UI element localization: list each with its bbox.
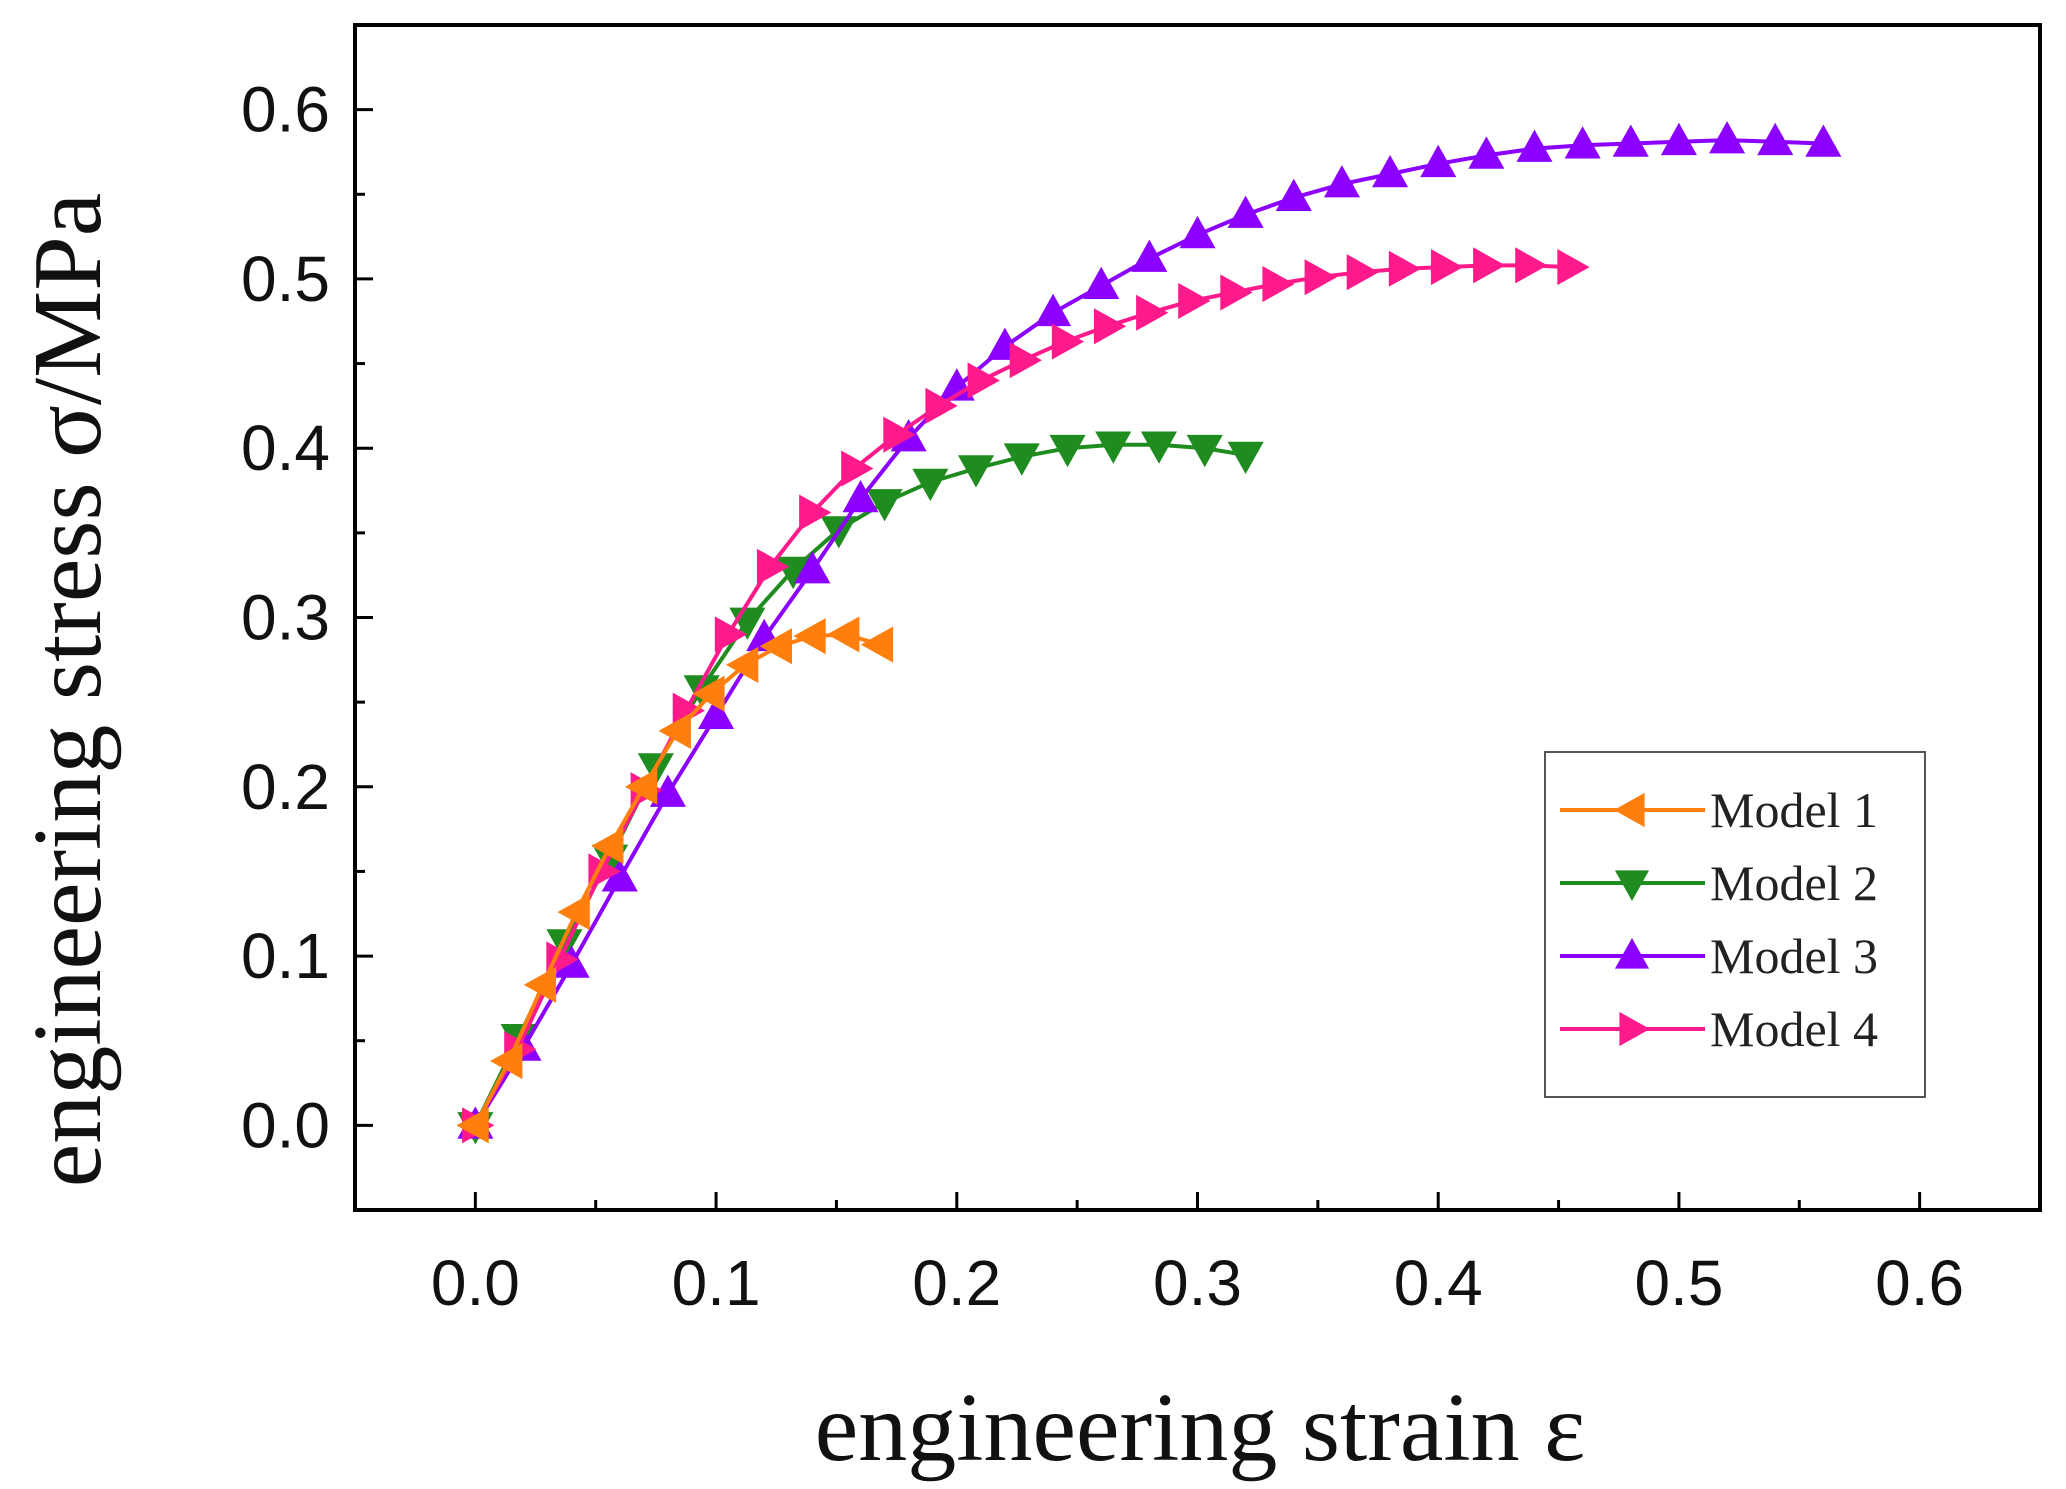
data-point	[883, 416, 916, 453]
data-point	[842, 480, 879, 513]
data-point	[1275, 178, 1312, 211]
legend-label: Model 1	[1710, 782, 1878, 838]
data-point	[1227, 195, 1264, 228]
legend-marker	[1614, 870, 1650, 901]
data-point	[841, 450, 874, 487]
data-point	[860, 626, 894, 663]
data-point	[1009, 342, 1042, 379]
y-tick-label: 0.1	[241, 920, 330, 992]
data-point	[1035, 293, 1072, 327]
legend-marker	[1614, 938, 1650, 969]
data-point	[866, 489, 903, 522]
x-tick-label: 0.3	[1153, 1247, 1242, 1319]
data-point	[692, 675, 725, 712]
data-point	[756, 548, 790, 585]
series-model-3	[457, 121, 1842, 1139]
data-point	[1515, 247, 1548, 284]
data-point	[1557, 249, 1590, 286]
x-axis: 0.0 0.1 0.2 0.3 0.4 0.5 0.6	[431, 1192, 1964, 1319]
y-tick-label: 0.0	[241, 1089, 330, 1161]
x-tick-label: 0.4	[1394, 1247, 1483, 1319]
series-model-4	[462, 247, 1590, 1144]
data-point	[1709, 121, 1746, 154]
data-point	[1136, 294, 1169, 331]
data-point	[588, 853, 621, 890]
data-point	[1612, 124, 1649, 157]
data-point	[1003, 443, 1040, 476]
data-point	[1140, 431, 1177, 464]
data-point	[1564, 126, 1601, 159]
data-point	[958, 455, 995, 488]
data-point	[1660, 122, 1697, 156]
data-point	[456, 1107, 489, 1144]
data-point	[938, 368, 975, 401]
data-point	[490, 1043, 523, 1080]
data-point	[1179, 215, 1216, 249]
legend-marker	[1619, 1011, 1650, 1047]
x-tick-label: 0.0	[431, 1247, 520, 1319]
y-tick-label: 0.4	[241, 412, 330, 484]
data-point	[714, 616, 748, 653]
data-point	[1051, 323, 1085, 360]
y-tick-label: 0.3	[241, 582, 330, 654]
x-tick-label: 0.1	[672, 1247, 761, 1319]
data-point	[601, 859, 638, 892]
legend: Model 1 Model 2 Model 3 Model 4	[1544, 751, 1926, 1098]
legend-marker	[1614, 792, 1645, 828]
data-point	[1049, 434, 1086, 468]
data-point	[1323, 165, 1360, 198]
data-point	[698, 696, 735, 729]
data-point	[1178, 282, 1211, 319]
data-point	[658, 712, 691, 749]
data-point	[1304, 259, 1337, 296]
data-point	[1757, 122, 1794, 156]
data-point	[1262, 266, 1295, 303]
data-point	[1083, 266, 1120, 299]
data-point	[1093, 308, 1127, 345]
x-tick-label: 0.2	[912, 1247, 1001, 1319]
data-point	[1346, 254, 1379, 291]
data-point	[523, 966, 557, 1003]
data-point	[1186, 434, 1223, 468]
data-point	[925, 387, 958, 424]
data-point	[967, 362, 1000, 399]
data-point	[624, 768, 658, 805]
y-axis-title: engineering stress σ/MPa	[14, 193, 122, 1188]
data-point	[557, 894, 590, 931]
data-point	[1372, 155, 1409, 188]
data-point	[1227, 441, 1264, 474]
data-point	[827, 616, 860, 653]
data-point	[1430, 249, 1464, 286]
data-point	[1095, 431, 1132, 464]
data-point	[793, 618, 826, 655]
data-point	[912, 468, 949, 502]
y-tick-label: 0.6	[241, 74, 330, 146]
y-tick-label: 0.2	[241, 751, 330, 823]
data-point	[726, 646, 759, 683]
data-point	[759, 628, 792, 665]
x-tick-label: 0.6	[1875, 1247, 1964, 1319]
data-point	[794, 551, 831, 584]
legend-label: Model 4	[1710, 1001, 1878, 1057]
data-point	[1420, 144, 1457, 178]
data-point	[1388, 250, 1422, 287]
series-layer	[456, 121, 1842, 1145]
legend-label: Model 2	[1710, 855, 1878, 911]
data-point	[799, 494, 832, 531]
data-point	[1220, 274, 1253, 311]
data-point	[1468, 136, 1505, 169]
legend-label: Model 3	[1710, 928, 1878, 984]
y-tick-label: 0.5	[241, 243, 330, 315]
data-point	[1516, 129, 1553, 162]
series-model-1	[456, 616, 894, 1144]
data-point	[649, 774, 686, 807]
data-point	[1473, 247, 1506, 284]
data-point	[1131, 239, 1168, 272]
x-axis-title: engineering strain ε	[815, 1374, 1585, 1482]
x-tick-label: 0.5	[1634, 1247, 1723, 1319]
y-axis: 0.0 0.1 0.2 0.3 0.4 0.5 0.6	[241, 74, 373, 1161]
data-point	[591, 828, 624, 865]
data-point	[1805, 124, 1842, 157]
